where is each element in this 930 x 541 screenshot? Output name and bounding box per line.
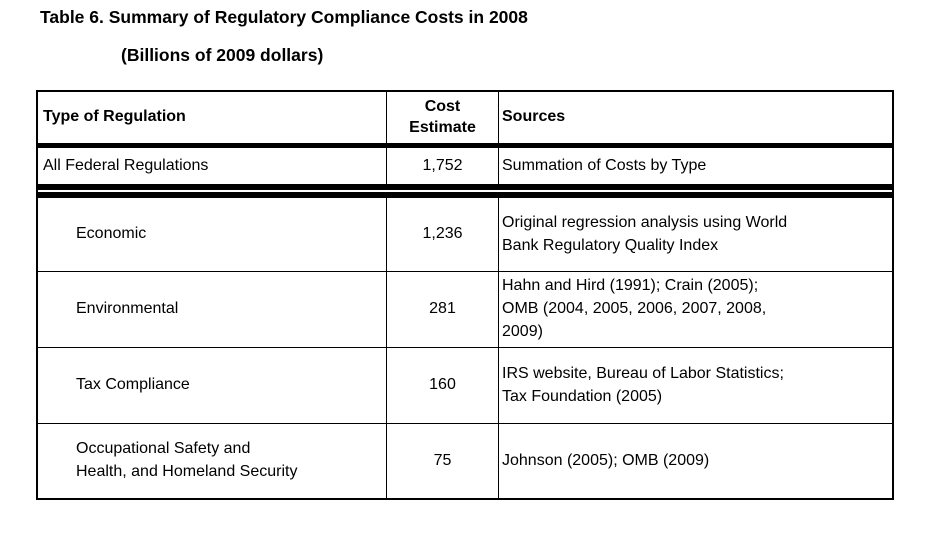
cell-cost: 281 (387, 272, 499, 347)
cell-sources: Original regression analysis using World… (502, 213, 788, 254)
cell-sources: IRS website, Bureau of Labor Statistics;… (502, 364, 784, 405)
cell-cost: 1,752 (387, 148, 499, 184)
cell-sources: Johnson (2005); OMB (2009) (502, 451, 710, 469)
cell-cost: 1,236 (387, 198, 499, 271)
table-header-row: Type of Regulation Cost Estimate Sources (38, 92, 892, 148)
cell-sources: Hahn and Hird (1991); Crain (2005); OMB … (502, 277, 767, 340)
header-sources: Sources (502, 108, 566, 126)
double-rule-gap (38, 190, 892, 192)
cell-sources: Summation of Costs by Type (502, 156, 707, 174)
cell-type: Occupational Safety and Health, and Home… (38, 424, 387, 498)
table-row-economic: Economic 1,236 Original regression analy… (38, 198, 892, 272)
table-row-environmental: Environmental 281 Hahn and Hird (1991); … (38, 272, 892, 348)
cell-type: All Federal Regulations (38, 148, 387, 184)
table-row-occupational-safety: Occupational Safety and Health, and Home… (38, 424, 892, 498)
cell-type: Environmental (38, 272, 387, 347)
regulatory-costs-table: Type of Regulation Cost Estimate Sources… (36, 90, 894, 500)
table-caption-subtitle: (Billions of 2009 dollars) (121, 45, 324, 65)
double-rule-top (38, 184, 892, 190)
cell-type: Economic (38, 198, 387, 271)
header-type-of-regulation: Type of Regulation (38, 92, 387, 143)
table-row-all-federal: All Federal Regulations 1,752 Summation … (38, 148, 892, 184)
double-rule-bottom (38, 192, 892, 198)
table-row-tax-compliance: Tax Compliance 160 IRS website, Bureau o… (38, 348, 892, 424)
cell-cost: 160 (387, 348, 499, 423)
table-caption-title: Table 6. Summary of Regulatory Complianc… (40, 7, 528, 27)
header-cost-estimate: Cost Estimate (387, 92, 499, 143)
cell-type: Tax Compliance (38, 348, 387, 423)
cell-cost: 75 (387, 424, 499, 498)
